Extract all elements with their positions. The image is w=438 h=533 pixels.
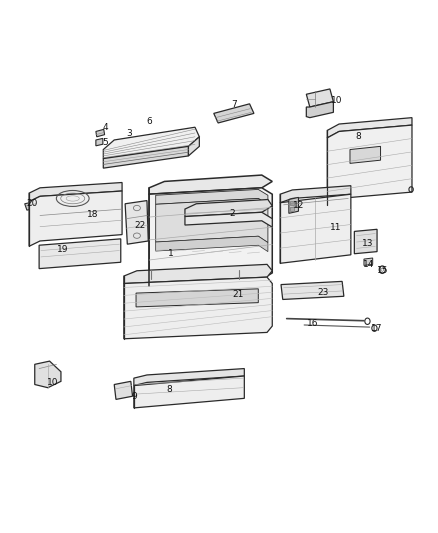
- Bar: [290, 207, 293, 211]
- Text: 8: 8: [166, 385, 172, 394]
- Text: 12: 12: [293, 201, 304, 210]
- Polygon shape: [25, 201, 36, 210]
- Polygon shape: [327, 118, 412, 138]
- Polygon shape: [125, 200, 148, 244]
- Polygon shape: [96, 130, 105, 137]
- Polygon shape: [136, 289, 258, 307]
- Text: 16: 16: [307, 319, 318, 328]
- Polygon shape: [149, 175, 272, 194]
- Text: 14: 14: [363, 261, 374, 269]
- Polygon shape: [134, 376, 244, 408]
- Text: 4: 4: [102, 123, 108, 132]
- Polygon shape: [103, 127, 199, 159]
- Text: 22: 22: [134, 221, 145, 230]
- Polygon shape: [149, 188, 272, 286]
- Text: 7: 7: [231, 100, 237, 109]
- Text: 10: 10: [331, 96, 343, 105]
- Polygon shape: [280, 194, 351, 263]
- Text: 10: 10: [46, 378, 58, 387]
- Polygon shape: [124, 264, 272, 284]
- Polygon shape: [306, 89, 333, 107]
- Polygon shape: [155, 189, 268, 205]
- Text: 1: 1: [168, 249, 174, 258]
- Polygon shape: [134, 368, 244, 385]
- Polygon shape: [29, 182, 122, 201]
- Polygon shape: [39, 239, 121, 269]
- Text: 17: 17: [371, 324, 383, 333]
- Text: 23: 23: [317, 287, 328, 296]
- Polygon shape: [96, 139, 103, 146]
- Text: 19: 19: [57, 245, 68, 254]
- Text: 3: 3: [127, 129, 132, 138]
- Bar: [290, 200, 293, 205]
- Text: 2: 2: [229, 209, 235, 218]
- Polygon shape: [364, 258, 373, 265]
- Polygon shape: [185, 199, 272, 216]
- Text: 21: 21: [232, 289, 244, 298]
- Text: 6: 6: [146, 117, 152, 126]
- Polygon shape: [155, 198, 268, 243]
- Polygon shape: [124, 277, 272, 339]
- Text: 5: 5: [102, 138, 108, 147]
- Polygon shape: [185, 212, 272, 227]
- Text: 9: 9: [131, 392, 137, 401]
- Polygon shape: [114, 381, 133, 399]
- Polygon shape: [29, 191, 122, 246]
- Polygon shape: [327, 125, 412, 205]
- Polygon shape: [281, 281, 344, 300]
- Polygon shape: [354, 229, 377, 254]
- Text: 13: 13: [362, 239, 373, 248]
- Polygon shape: [188, 137, 199, 156]
- Polygon shape: [214, 104, 254, 123]
- Polygon shape: [289, 197, 298, 213]
- Text: 11: 11: [330, 223, 342, 232]
- Text: 15: 15: [377, 266, 389, 274]
- Polygon shape: [103, 147, 188, 168]
- Text: 8: 8: [356, 132, 362, 141]
- Text: 18: 18: [87, 210, 98, 219]
- Text: 20: 20: [26, 199, 38, 208]
- Polygon shape: [155, 236, 268, 252]
- Polygon shape: [35, 361, 61, 387]
- Polygon shape: [280, 185, 351, 203]
- Polygon shape: [306, 102, 333, 118]
- Polygon shape: [350, 147, 381, 164]
